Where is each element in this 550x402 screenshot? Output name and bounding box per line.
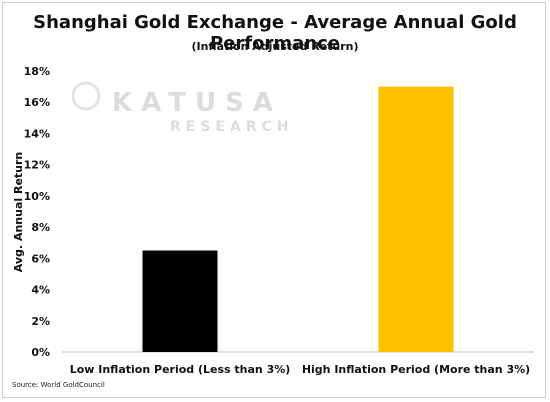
y-tick-label: 10% <box>24 190 50 203</box>
category-labels: Low Inflation Period (Less than 3%) High … <box>70 363 530 376</box>
y-tick-label: 8% <box>31 221 50 234</box>
y-tick-label: 18% <box>24 65 50 78</box>
y-axis-ticks: 0% 2% 4% 6% 8% 10% 12% 14% 16% 18% <box>24 65 50 359</box>
bar-low-inflation <box>142 250 218 352</box>
y-tick-label: 16% <box>24 96 50 109</box>
watermark: KATUSA RESEARCH <box>71 81 294 135</box>
bars <box>142 86 454 352</box>
x-category-label: Low Inflation Period (Less than 3%) <box>70 363 291 376</box>
y-tick-label: 4% <box>31 284 50 297</box>
y-tick-label: 0% <box>31 346 50 359</box>
chart-frame <box>2 2 546 398</box>
y-tick-label: 2% <box>31 315 50 328</box>
watermark-line2: RESEARCH <box>170 119 294 135</box>
y-tick-label: 14% <box>24 127 50 140</box>
bar-high-inflation <box>378 86 454 352</box>
chart-subtitle: (Inflation Adjusted Return) <box>191 40 359 53</box>
watermark-line1: KATUSA <box>112 88 282 118</box>
y-axis-label: Avg. Annual Return <box>12 152 25 272</box>
chart-title: Shanghai Gold Exchange - Average Annual … <box>33 12 517 54</box>
watermark-logo-icon <box>71 81 101 111</box>
y-tick-label: 12% <box>24 159 50 172</box>
x-category-label: High Inflation Period (More than 3%) <box>302 363 530 376</box>
source-note: Source: World GoldCouncil <box>12 381 105 389</box>
y-tick-label: 6% <box>31 252 50 265</box>
